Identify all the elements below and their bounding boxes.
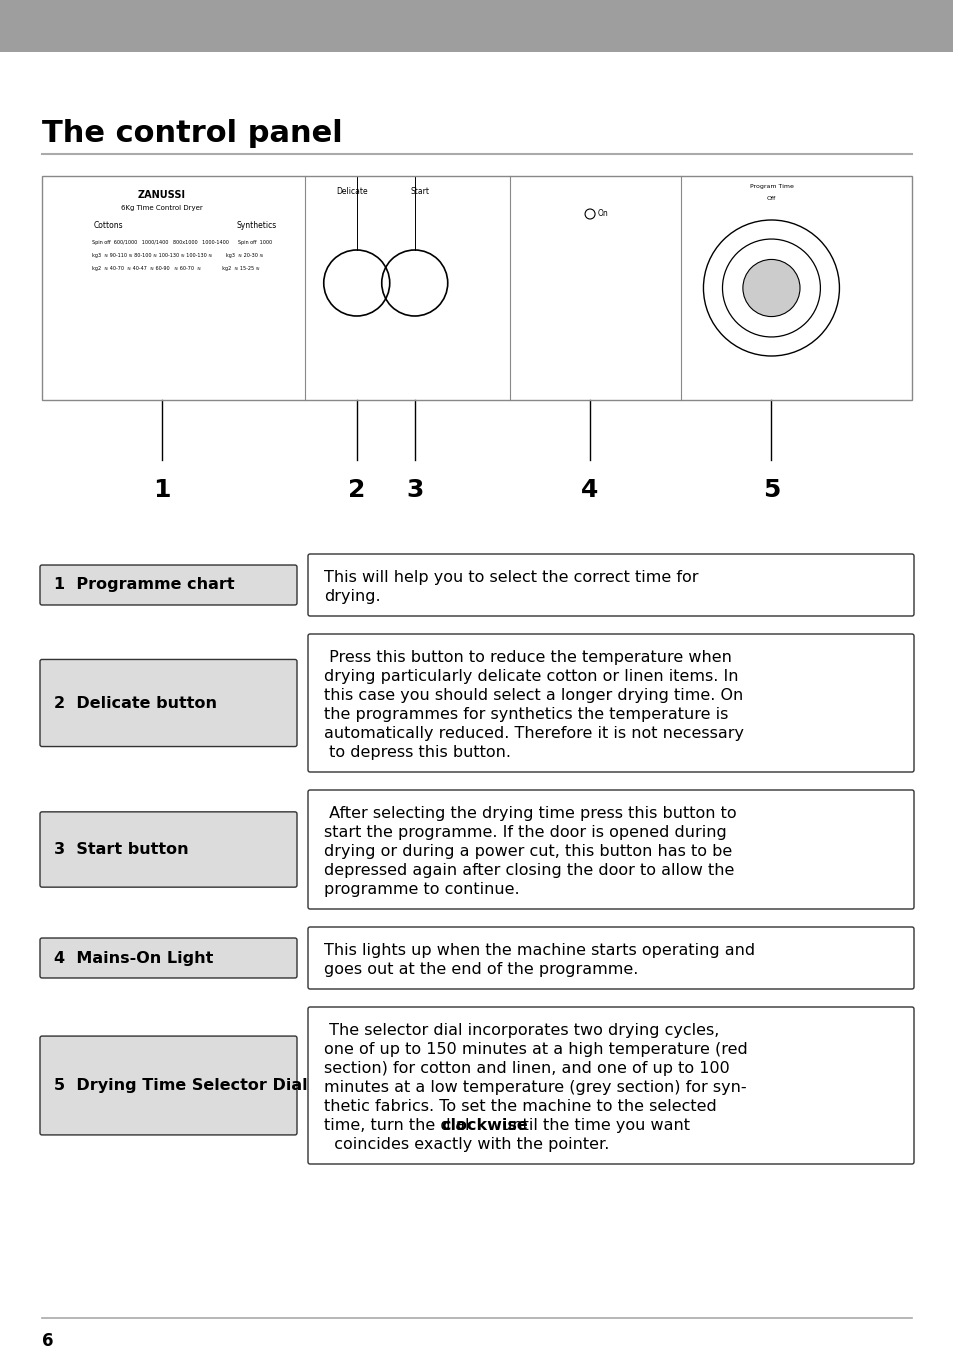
Text: drying or during a power cut, this button has to be: drying or during a power cut, this butto…: [324, 844, 732, 859]
Text: 2: 2: [348, 479, 365, 502]
Text: 1  Programme chart: 1 Programme chart: [54, 577, 234, 592]
Text: until the time you want: until the time you want: [497, 1118, 689, 1133]
FancyBboxPatch shape: [308, 1007, 913, 1164]
Text: This lights up when the machine starts operating and: This lights up when the machine starts o…: [324, 942, 755, 957]
Text: kg2  ≈ 40-70  ≈ 40-47  ≈ 60-90   ≈ 60-70  ≈              kg2  ≈ 15-25 ≈: kg2 ≈ 40-70 ≈ 40-47 ≈ 60-90 ≈ 60-70 ≈ kg…: [91, 266, 259, 270]
Text: time, turn the dial: time, turn the dial: [324, 1118, 475, 1133]
Text: thetic fabrics. To set the machine to the selected: thetic fabrics. To set the machine to th…: [324, 1099, 716, 1114]
FancyBboxPatch shape: [308, 634, 913, 772]
Text: 2  Delicate button: 2 Delicate button: [54, 695, 216, 711]
Text: drying particularly delicate cotton or linen items. In: drying particularly delicate cotton or l…: [324, 669, 738, 684]
Text: After selecting the drying time press this button to: After selecting the drying time press th…: [324, 806, 736, 821]
Text: programme to continue.: programme to continue.: [324, 882, 519, 896]
FancyBboxPatch shape: [308, 927, 913, 990]
Text: The selector dial incorporates two drying cycles,: The selector dial incorporates two dryin…: [324, 1022, 719, 1037]
Text: this case you should select a longer drying time. On: this case you should select a longer dry…: [324, 688, 742, 703]
FancyBboxPatch shape: [40, 938, 296, 977]
Text: kg3  ≈ 90-110 ≈ 80-100 ≈ 100-130 ≈ 100-130 ≈         kg3  ≈ 20-30 ≈: kg3 ≈ 90-110 ≈ 80-100 ≈ 100-130 ≈ 100-13…: [91, 253, 263, 258]
FancyBboxPatch shape: [40, 565, 296, 604]
Text: depressed again after closing the door to allow the: depressed again after closing the door t…: [324, 863, 734, 877]
FancyBboxPatch shape: [40, 811, 296, 887]
Text: Spin off  600/1000   1000/1400   800x1000   1000-1400      Spin off  1000: Spin off 600/1000 1000/1400 800x1000 100…: [91, 241, 272, 245]
Circle shape: [702, 220, 839, 356]
FancyBboxPatch shape: [40, 660, 296, 746]
Text: 6: 6: [42, 1332, 53, 1351]
Text: ZANUSSI: ZANUSSI: [138, 191, 186, 200]
Text: Start: Start: [410, 187, 429, 196]
Text: start the programme. If the door is opened during: start the programme. If the door is open…: [324, 825, 726, 840]
Text: Cottons: Cottons: [94, 220, 124, 230]
FancyBboxPatch shape: [308, 554, 913, 617]
Bar: [0, 0, 953, 51]
Text: goes out at the end of the programme.: goes out at the end of the programme.: [324, 961, 638, 976]
Bar: [42, 176, 911, 400]
Text: 4: 4: [580, 479, 598, 502]
Text: Press this button to reduce the temperature when: Press this button to reduce the temperat…: [324, 649, 731, 665]
Text: 4  Mains-On Light: 4 Mains-On Light: [54, 950, 213, 965]
Text: section) for cotton and linen, and one of up to 100: section) for cotton and linen, and one o…: [324, 1060, 729, 1076]
Text: 5: 5: [762, 479, 780, 502]
Text: one of up to 150 minutes at a high temperature (red: one of up to 150 minutes at a high tempe…: [324, 1041, 747, 1056]
Text: On: On: [598, 210, 608, 219]
Text: coincides exactly with the pointer.: coincides exactly with the pointer.: [324, 1137, 609, 1152]
FancyBboxPatch shape: [40, 1036, 296, 1134]
Text: minutes at a low temperature (grey section) for syn-: minutes at a low temperature (grey secti…: [324, 1080, 746, 1095]
Circle shape: [721, 239, 820, 337]
Text: automatically reduced. Therefore it is not necessary: automatically reduced. Therefore it is n…: [324, 726, 743, 741]
Text: 3: 3: [406, 479, 423, 502]
Text: the programmes for synthetics the temperature is: the programmes for synthetics the temper…: [324, 707, 727, 722]
Text: Delicate: Delicate: [335, 187, 367, 196]
FancyBboxPatch shape: [308, 790, 913, 909]
Text: This will help you to select the correct time for: This will help you to select the correct…: [324, 569, 698, 584]
Text: drying.: drying.: [324, 588, 380, 603]
Text: Synthetics: Synthetics: [236, 220, 276, 230]
Text: 6Kg Time Control Dryer: 6Kg Time Control Dryer: [121, 206, 203, 211]
Text: 3  Start button: 3 Start button: [54, 842, 189, 857]
Text: clockwise: clockwise: [440, 1118, 527, 1133]
Text: Program Time: Program Time: [749, 184, 793, 189]
Text: Off: Off: [766, 196, 775, 201]
Text: The control panel: The control panel: [42, 119, 342, 147]
Circle shape: [742, 260, 800, 316]
Text: to depress this button.: to depress this button.: [324, 745, 511, 760]
Text: 5  Drying Time Selector Dial: 5 Drying Time Selector Dial: [54, 1078, 307, 1092]
Text: 1: 1: [153, 479, 171, 502]
